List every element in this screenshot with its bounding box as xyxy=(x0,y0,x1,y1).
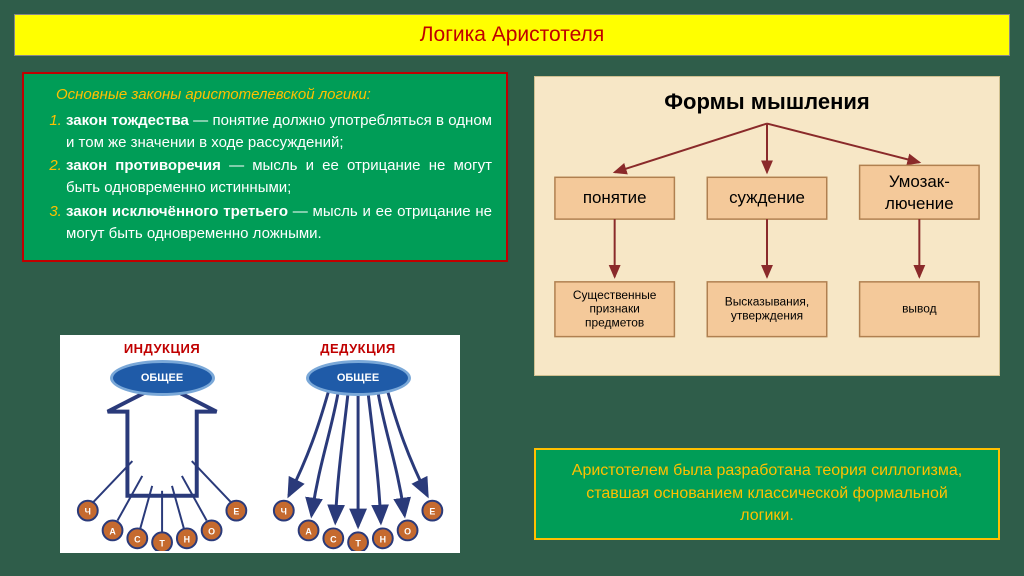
general-ellipse: ОБЩЕЕ xyxy=(110,360,215,396)
forms-panel: Формы мышления понятие суждение Умозак- … xyxy=(534,76,1000,376)
svg-text:С: С xyxy=(330,534,337,544)
general-ellipse: ОБЩЕЕ xyxy=(306,360,411,396)
syllogism-text: Аристотелем была разработана теория силл… xyxy=(558,460,976,527)
svg-text:Е: Е xyxy=(429,507,435,517)
forms-svg: понятие суждение Умозак- лючение Существ… xyxy=(535,117,999,377)
induction-nodes: Ч А С Т Н О Е xyxy=(78,461,246,551)
svg-text:Умозак-: Умозак- xyxy=(889,172,950,191)
svg-text:Ч: Ч xyxy=(281,507,287,517)
svg-text:Т: Т xyxy=(355,538,361,548)
svg-text:С: С xyxy=(134,534,141,544)
svg-text:О: О xyxy=(208,526,215,536)
svg-text:Е: Е xyxy=(233,507,239,517)
induction-column: ИНДУКЦИЯ ОБЩЕЕ Ч А С Т Н О Е xyxy=(68,341,256,549)
deduction-column: ДЕДУКЦИЯ ОБЩЕЕ Ч А С Т Н О Е xyxy=(264,341,452,549)
law-item: закон противоречия — мысль и ее отрицани… xyxy=(66,155,492,199)
svg-text:Существенные: Существенные xyxy=(573,288,657,302)
induction-svg: Ч А С Т Н О Е xyxy=(68,391,256,551)
page-title: Логика Аристотеля xyxy=(420,23,605,47)
forms-title: Формы мышления xyxy=(535,89,999,115)
svg-text:Н: Н xyxy=(184,534,190,544)
induction-deduction-diagram: ИНДУКЦИЯ ОБЩЕЕ Ч А С Т Н О Е ДЕДУКЦИЯ ОБ… xyxy=(60,335,460,553)
svg-text:Т: Т xyxy=(159,538,165,548)
svg-text:Высказывания,: Высказывания, xyxy=(725,295,809,309)
svg-text:утверждения: утверждения xyxy=(731,309,803,323)
svg-text:понятие: понятие xyxy=(583,188,647,207)
laws-list: закон тождества — понятие должно употреб… xyxy=(66,110,492,245)
title-bar: Логика Аристотеля xyxy=(14,14,1010,56)
induction-title: ИНДУКЦИЯ xyxy=(124,341,200,356)
svg-text:суждение: суждение xyxy=(729,188,805,207)
svg-text:лючение: лючение xyxy=(885,194,954,213)
svg-text:О: О xyxy=(404,526,411,536)
svg-text:Н: Н xyxy=(380,534,386,544)
svg-text:признаки: признаки xyxy=(589,302,639,316)
law-item: закон тождества — понятие должно употреб… xyxy=(66,110,492,154)
svg-text:Ч: Ч xyxy=(85,507,91,517)
laws-panel: Основные законы аристотелевской логики: … xyxy=(22,72,508,262)
deduction-title: ДЕДУКЦИЯ xyxy=(320,341,396,356)
svg-text:А: А xyxy=(109,526,116,536)
deduction-svg: Ч А С Т Н О Е xyxy=(264,391,452,551)
laws-intro: Основные законы аристотелевской логики: xyxy=(56,84,492,106)
svg-text:А: А xyxy=(305,526,312,536)
svg-text:вывод: вывод xyxy=(902,302,937,316)
law-item: закон исключённого третьего — мысль и ее… xyxy=(66,201,492,245)
syllogism-panel: Аристотелем была разработана теория силл… xyxy=(534,448,1000,540)
svg-text:предметов: предметов xyxy=(585,316,644,330)
